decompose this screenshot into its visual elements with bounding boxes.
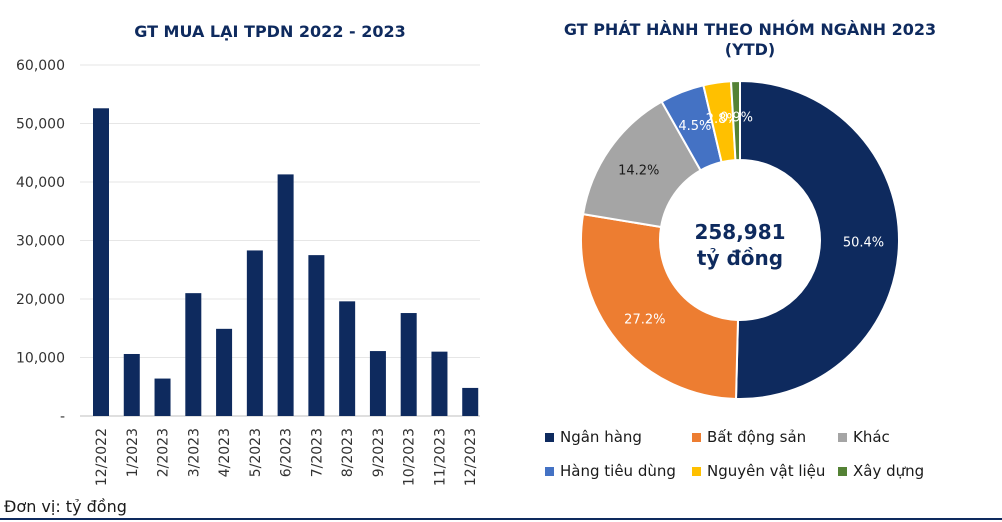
slice-label: 4.5% xyxy=(678,119,711,134)
legend-item: Bất động sản xyxy=(692,428,806,446)
pie-chart-title: GT PHÁT HÀNH THEO NHÓM NGÀNH 2023 (YTD) xyxy=(563,20,937,59)
x-tick-label: 6/2023 xyxy=(279,428,295,477)
y-tick-label: 40,000 xyxy=(16,175,65,191)
x-tick-label: 2/2023 xyxy=(156,428,172,477)
x-tick-label: 12/2022 xyxy=(94,428,110,486)
legend-label: Xây dựng xyxy=(853,462,925,480)
legend-swatch xyxy=(545,432,554,442)
bar xyxy=(369,351,386,416)
legend-item: Khác xyxy=(838,428,890,446)
bar xyxy=(431,351,448,416)
bar xyxy=(400,313,417,416)
bar-chart-title: GT MUA LẠI TPDN 2022 - 2023 xyxy=(134,22,406,41)
legend-swatch xyxy=(545,466,554,476)
bar xyxy=(123,353,140,416)
x-tick-label: 3/2023 xyxy=(186,428,202,477)
y-tick-label: 60,000 xyxy=(16,58,65,74)
y-tick-label: 50,000 xyxy=(16,117,65,133)
legend-item: Nguyên vật liệu xyxy=(692,462,825,480)
x-tick-label: 8/2023 xyxy=(340,428,356,477)
legend-swatch xyxy=(692,466,701,476)
bar xyxy=(154,378,171,416)
slice-label: 2.8% xyxy=(706,112,739,127)
x-tick-label: 10/2023 xyxy=(402,428,418,486)
legend-swatch xyxy=(838,466,847,476)
x-tick-label: 5/2023 xyxy=(248,428,264,477)
slice-label: 27.2% xyxy=(624,313,665,328)
y-tick-label: 30,000 xyxy=(16,234,65,250)
x-tick-label: 1/2023 xyxy=(125,428,141,477)
donut-slice xyxy=(729,79,741,162)
x-tick-label: 9/2023 xyxy=(371,428,387,477)
bar xyxy=(339,301,356,416)
legend-item: Xây dựng xyxy=(838,462,924,480)
bar xyxy=(246,250,263,416)
bar xyxy=(308,255,325,416)
x-tick-label: 7/2023 xyxy=(309,428,325,477)
y-tick-label: 20,000 xyxy=(16,292,65,308)
unit-note: Đơn vị: tỷ đồng xyxy=(4,497,127,516)
legend-label: Hàng tiêu dùng xyxy=(560,462,676,480)
y-tick-label: - xyxy=(60,409,65,425)
x-tick-label: 11/2023 xyxy=(432,428,448,486)
center-total-value: 258,981 xyxy=(694,220,785,244)
legend-label: Ngân hàng xyxy=(560,428,642,446)
slice-label: 14.2% xyxy=(618,163,659,178)
bar xyxy=(216,328,233,416)
legend-item: Ngân hàng xyxy=(545,428,642,446)
legend-label: Nguyên vật liệu xyxy=(707,462,826,480)
legend-swatch xyxy=(692,432,701,442)
donut-slice xyxy=(580,212,740,400)
x-tick-label: 4/2023 xyxy=(217,428,233,477)
bottom-divider xyxy=(0,518,1002,520)
slice-label: 50.4% xyxy=(843,236,884,251)
slice-label: 0.9% xyxy=(720,111,753,126)
center-total-unit: tỷ đồng xyxy=(697,246,783,270)
legend-label: Bất động sản xyxy=(707,428,807,446)
bar-chart: - 10,000 20,000 30,000 40,000 50,000 60,000 12/… xyxy=(16,58,480,486)
donut-slice xyxy=(734,79,900,400)
bar xyxy=(462,387,479,416)
x-tick-label: 12/2023 xyxy=(463,428,479,486)
legend-label: Khác xyxy=(853,428,890,446)
bar xyxy=(277,174,294,416)
legend-swatch xyxy=(838,432,847,442)
legend-item: Hàng tiêu dùng xyxy=(545,462,676,480)
bar xyxy=(185,293,202,416)
bar xyxy=(93,108,109,416)
y-tick-label: 10,000 xyxy=(16,351,65,367)
